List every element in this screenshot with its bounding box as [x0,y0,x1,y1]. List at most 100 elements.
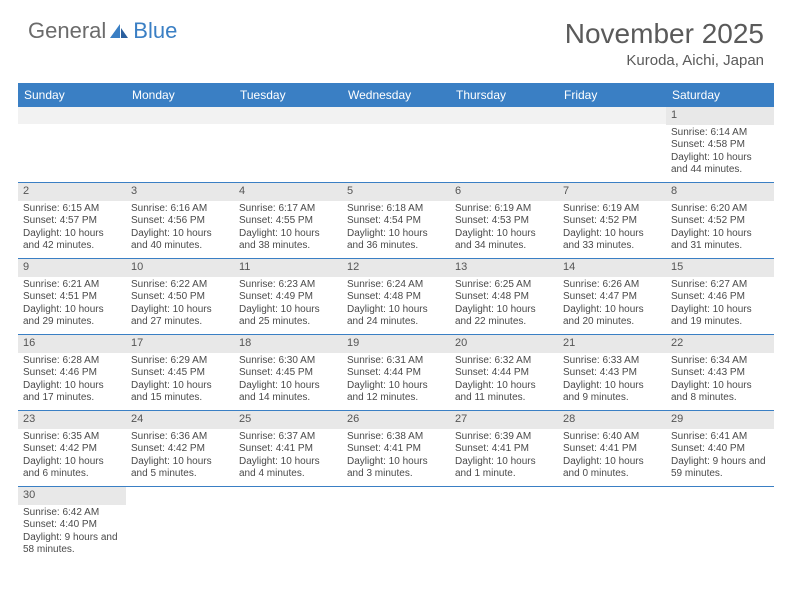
day-number: 8 [666,183,774,201]
day-number: 30 [18,487,126,505]
daylight-line: Daylight: 10 hours and 8 minutes. [671,380,769,405]
sunrise-line: Sunrise: 6:27 AM [671,279,769,292]
calendar-cell: 21Sunrise: 6:33 AMSunset: 4:43 PMDayligh… [558,335,666,411]
day-header: Thursday [450,83,558,107]
sunrise-line: Sunrise: 6:18 AM [347,203,445,216]
sunrise-line: Sunrise: 6:35 AM [23,431,121,444]
sunrise-line: Sunrise: 6:37 AM [239,431,337,444]
calendar-cell: 13Sunrise: 6:25 AMSunset: 4:48 PMDayligh… [450,259,558,335]
day-number: 17 [126,335,234,353]
empty-daynum [558,107,666,124]
calendar-cell: 5Sunrise: 6:18 AMSunset: 4:54 PMDaylight… [342,183,450,259]
sunrise-line: Sunrise: 6:39 AM [455,431,553,444]
calendar-cell: 14Sunrise: 6:26 AMSunset: 4:47 PMDayligh… [558,259,666,335]
sunrise-line: Sunrise: 6:36 AM [131,431,229,444]
sunrise-line: Sunrise: 6:19 AM [563,203,661,216]
sail-icon [108,22,130,40]
day-number: 12 [342,259,450,277]
calendar-cell: 3Sunrise: 6:16 AMSunset: 4:56 PMDaylight… [126,183,234,259]
day-number: 26 [342,411,450,429]
daylight-line: Daylight: 10 hours and 5 minutes. [131,456,229,481]
day-number: 14 [558,259,666,277]
day-number: 13 [450,259,558,277]
sunset-line: Sunset: 4:50 PM [131,291,229,304]
sunset-line: Sunset: 4:44 PM [347,367,445,380]
calendar-cell: 20Sunrise: 6:32 AMSunset: 4:44 PMDayligh… [450,335,558,411]
daylight-line: Daylight: 10 hours and 12 minutes. [347,380,445,405]
daylight-line: Daylight: 10 hours and 3 minutes. [347,456,445,481]
sunset-line: Sunset: 4:58 PM [671,139,769,152]
week-row: 9Sunrise: 6:21 AMSunset: 4:51 PMDaylight… [18,259,774,335]
calendar-cell [558,487,666,563]
calendar-cell [234,107,342,183]
calendar-cell: 6Sunrise: 6:19 AMSunset: 4:53 PMDaylight… [450,183,558,259]
sunrise-line: Sunrise: 6:21 AM [23,279,121,292]
sunset-line: Sunset: 4:53 PM [455,215,553,228]
day-number: 27 [450,411,558,429]
calendar-cell [558,107,666,183]
sunrise-line: Sunrise: 6:14 AM [671,127,769,140]
calendar-cell: 2Sunrise: 6:15 AMSunset: 4:57 PMDaylight… [18,183,126,259]
calendar-cell [342,107,450,183]
day-number: 29 [666,411,774,429]
day-header-row: SundayMondayTuesdayWednesdayThursdayFrid… [18,83,774,107]
day-number: 19 [342,335,450,353]
sunrise-line: Sunrise: 6:31 AM [347,355,445,368]
day-number: 15 [666,259,774,277]
calendar-cell [126,107,234,183]
calendar-cell: 16Sunrise: 6:28 AMSunset: 4:46 PMDayligh… [18,335,126,411]
calendar-cell [234,487,342,563]
calendar-cell: 26Sunrise: 6:38 AMSunset: 4:41 PMDayligh… [342,411,450,487]
daylight-line: Daylight: 10 hours and 31 minutes. [671,228,769,253]
daylight-line: Daylight: 10 hours and 24 minutes. [347,304,445,329]
calendar-cell: 17Sunrise: 6:29 AMSunset: 4:45 PMDayligh… [126,335,234,411]
sunrise-line: Sunrise: 6:28 AM [23,355,121,368]
daylight-line: Daylight: 10 hours and 6 minutes. [23,456,121,481]
calendar-cell: 15Sunrise: 6:27 AMSunset: 4:46 PMDayligh… [666,259,774,335]
week-row: 16Sunrise: 6:28 AMSunset: 4:46 PMDayligh… [18,335,774,411]
sunrise-line: Sunrise: 6:40 AM [563,431,661,444]
sunset-line: Sunset: 4:43 PM [671,367,769,380]
sunrise-line: Sunrise: 6:22 AM [131,279,229,292]
daylight-line: Daylight: 10 hours and 15 minutes. [131,380,229,405]
title-month: November 2025 [565,18,764,50]
daylight-line: Daylight: 10 hours and 38 minutes. [239,228,337,253]
sunset-line: Sunset: 4:56 PM [131,215,229,228]
day-header: Sunday [18,83,126,107]
calendar-cell: 25Sunrise: 6:37 AMSunset: 4:41 PMDayligh… [234,411,342,487]
calendar-cell: 12Sunrise: 6:24 AMSunset: 4:48 PMDayligh… [342,259,450,335]
daylight-line: Daylight: 10 hours and 20 minutes. [563,304,661,329]
calendar-cell: 22Sunrise: 6:34 AMSunset: 4:43 PMDayligh… [666,335,774,411]
sunrise-line: Sunrise: 6:33 AM [563,355,661,368]
day-number: 18 [234,335,342,353]
sunset-line: Sunset: 4:48 PM [347,291,445,304]
sunrise-line: Sunrise: 6:19 AM [455,203,553,216]
daylight-line: Daylight: 10 hours and 14 minutes. [239,380,337,405]
day-number: 1 [666,107,774,125]
sunrise-line: Sunrise: 6:29 AM [131,355,229,368]
empty-daynum [18,107,126,124]
daylight-line: Daylight: 10 hours and 22 minutes. [455,304,553,329]
day-number: 4 [234,183,342,201]
day-number: 3 [126,183,234,201]
day-number: 10 [126,259,234,277]
logo: General Blue [28,18,177,44]
calendar-cell: 30Sunrise: 6:42 AMSunset: 4:40 PMDayligh… [18,487,126,563]
sunset-line: Sunset: 4:41 PM [455,443,553,456]
calendar: SundayMondayTuesdayWednesdayThursdayFrid… [18,83,774,563]
calendar-cell: 24Sunrise: 6:36 AMSunset: 4:42 PMDayligh… [126,411,234,487]
daylight-line: Daylight: 10 hours and 29 minutes. [23,304,121,329]
daylight-line: Daylight: 9 hours and 59 minutes. [671,456,769,481]
day-header: Wednesday [342,83,450,107]
day-number: 5 [342,183,450,201]
week-row: 23Sunrise: 6:35 AMSunset: 4:42 PMDayligh… [18,411,774,487]
calendar-cell: 11Sunrise: 6:23 AMSunset: 4:49 PMDayligh… [234,259,342,335]
sunset-line: Sunset: 4:41 PM [347,443,445,456]
empty-daynum [450,107,558,124]
daylight-line: Daylight: 10 hours and 25 minutes. [239,304,337,329]
title-block: November 2025 Kuroda, Aichi, Japan [565,18,764,69]
calendar-cell: 27Sunrise: 6:39 AMSunset: 4:41 PMDayligh… [450,411,558,487]
calendar-cell: 1Sunrise: 6:14 AMSunset: 4:58 PMDaylight… [666,107,774,183]
calendar-cell: 28Sunrise: 6:40 AMSunset: 4:41 PMDayligh… [558,411,666,487]
daylight-line: Daylight: 10 hours and 27 minutes. [131,304,229,329]
